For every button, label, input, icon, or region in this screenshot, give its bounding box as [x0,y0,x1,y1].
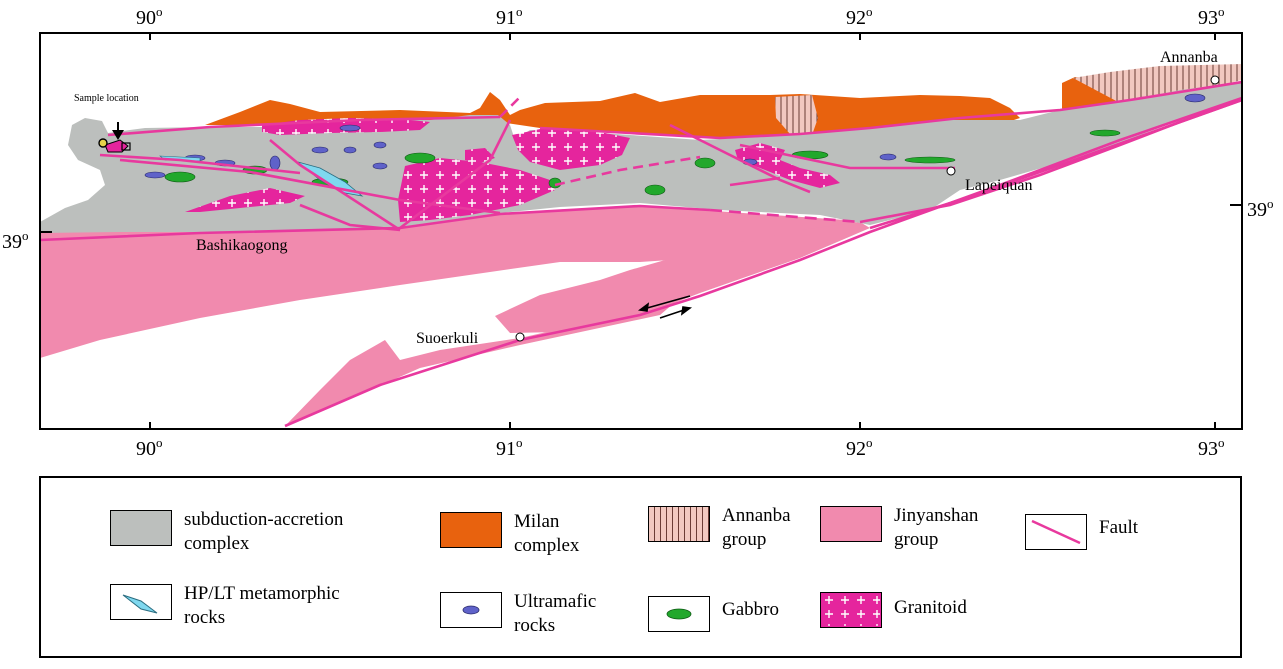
lon-bottom-92: 92o [846,435,873,460]
legend-gabbro: Gabbro [648,594,779,632]
label-lapeiquan: Lapeiquan [965,177,1033,194]
jinyanshan-south [285,298,680,426]
lat-right-39: 39o [1247,196,1274,221]
ultramafic-lens-icon [462,605,480,615]
jinyanshan-sliver [495,222,870,333]
swatch-granitoid [820,592,882,628]
swatch-fault [1025,514,1087,550]
sample-location-marker [98,122,131,151]
swatch-ultramafic [440,592,502,628]
swatch-jinyanshan [820,506,882,542]
lon-bottom-93: 93o [1198,435,1225,460]
swatch-gabbro [648,596,710,632]
fault-line-icon [1031,519,1081,545]
legend-granitoid: Granitoid [820,590,967,628]
jinyanshan-west [40,205,860,358]
swatch-subduction [110,510,172,546]
legend-jinyanshan: Jinyanshan group [820,504,978,552]
label-bashikaogong: Bashikaogong [196,237,288,254]
granitoid-pattern-icon [821,593,880,626]
lat-left-39: 39o [2,228,29,253]
gabbro-lens-icon [666,608,692,620]
lon-bottom-90: 90o [136,435,163,460]
swatch-annanba [648,506,710,542]
granitoid-central [512,128,630,170]
legend-subduction: subduction-accretion complex [110,508,343,556]
swatch-milan [440,512,502,548]
legend-hplt: HP/LT metamorphic rocks [110,582,340,630]
legend [39,476,1242,658]
legend-fault: Fault [1025,512,1138,550]
legend-annanba: Annanba group [648,504,791,552]
shear-arrows [637,295,693,319]
label-sample-location: Sample location [74,93,139,104]
legend-milan: Milan complex [440,510,579,558]
lon-top-91: 91o [496,4,523,29]
suoerkuli-marker [515,332,525,342]
annanba-east [1073,64,1242,103]
label-annanba: Annanba [1160,49,1218,66]
geologic-map: 90o 91o 92o 93o 90o 91o 92o 93o 39o 39o … [2,4,1274,460]
granitoid-east [735,143,840,188]
annanba-patch [775,95,818,135]
milan-complex [205,92,1020,138]
label-suoerkuli: Suoerkuli [416,330,479,347]
lon-top-92: 92o [846,4,873,29]
lon-bottom-91: 91o [496,435,523,460]
granitoid-southwest [185,188,305,212]
hplt-body [297,161,364,197]
lapeiquan-marker [946,166,956,176]
hplt-lens-icon [122,594,158,614]
ticks [40,33,1242,429]
annanba-marker [1210,75,1220,85]
subduction-accretion-complex [40,82,1242,233]
granitoid-small-1 [465,148,495,163]
lon-top-93: 93o [1198,4,1225,29]
faults [40,80,1242,428]
swatch-hplt [110,584,172,620]
legend-ultramafic: Ultramafic rocks [440,590,596,638]
lon-top-90: 90o [136,4,163,29]
